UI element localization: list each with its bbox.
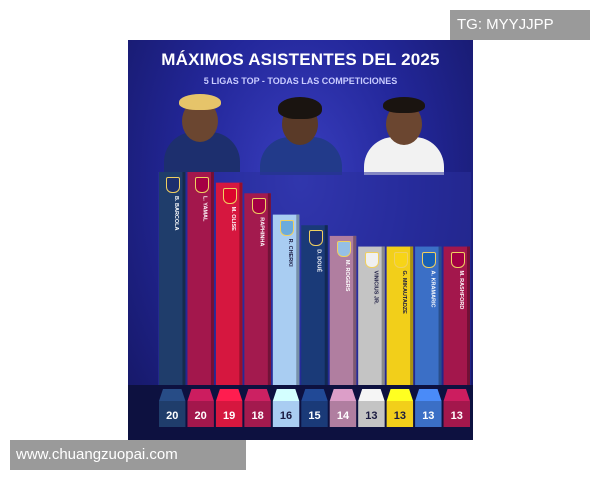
player-name-label: L. YAMAL <box>202 196 208 222</box>
bar <box>301 225 328 385</box>
bar-edge <box>353 235 357 385</box>
value-label: 13 <box>394 410 406 422</box>
bar-edge <box>324 225 328 385</box>
bar-edge <box>296 214 300 385</box>
bar-edge <box>410 246 414 385</box>
player-name-label: M. OLISE <box>230 207 236 231</box>
value-plinth-top <box>443 389 470 401</box>
value-plinth <box>159 401 186 427</box>
value-plinth <box>187 401 214 427</box>
value-plinth-top <box>386 389 414 401</box>
bar <box>329 235 357 385</box>
bar-edge <box>381 246 385 385</box>
value-plinth-top <box>244 389 271 401</box>
value-label: 14 <box>337 410 350 422</box>
chart-title: MÁXIMOS ASISTENTES DEL 2025 <box>161 50 440 69</box>
club-badge-icon <box>251 198 266 215</box>
value-plinth <box>215 401 243 427</box>
club-badge-icon <box>280 219 295 236</box>
value-label: 20 <box>195 410 207 422</box>
club-badge-icon <box>336 240 351 257</box>
bar-edge <box>267 193 271 385</box>
bar <box>244 193 271 385</box>
player-name-label: B. BARCOLA <box>173 196 179 231</box>
value-plinth <box>301 401 328 427</box>
value-label: 19 <box>223 410 235 422</box>
bar <box>443 246 470 385</box>
bar <box>215 182 243 385</box>
player-name-label: G. MIKAUTADZE <box>401 271 407 315</box>
bar-edge <box>438 246 442 385</box>
bar <box>272 214 300 385</box>
bar <box>159 172 186 385</box>
player-photo-center <box>256 95 346 175</box>
value-plinth <box>443 401 470 427</box>
value-plinth-top <box>272 389 300 401</box>
value-plinth <box>272 401 300 427</box>
value-plinth-top <box>415 389 442 401</box>
bar-chart: 20 B. BARCOLA 20 L. YAMAL 19 M. OLISE 18 RAPHIN… <box>158 172 471 427</box>
value-plinth <box>415 401 442 427</box>
chart-poster: MÁXIMOS ASISTENTES DEL 2025 5 LIGAS TOP … <box>128 40 473 440</box>
player-name-label: M. RASHFORD <box>458 271 464 310</box>
player-name-label: M. ROGERS <box>344 260 350 292</box>
bar <box>386 246 414 385</box>
value-plinth <box>329 401 357 427</box>
bar-edge <box>467 246 470 385</box>
player-photo-left <box>156 92 246 172</box>
value-label: 15 <box>308 410 320 422</box>
chart-subtitle: 5 LIGAS TOP - TODAS LAS COMPETICIONES <box>203 76 398 86</box>
watermark-bottom: www.chuangzuopai.com <box>10 440 246 470</box>
player-name-label: A. KRAMARIC <box>429 271 435 308</box>
value-plinth-top <box>215 389 243 401</box>
value-plinth-top <box>358 389 385 401</box>
player-name-label: VINICIUS JR. <box>372 271 378 305</box>
value-label: 13 <box>422 410 434 422</box>
club-badge-icon <box>393 251 408 268</box>
player-name-label: D. DOUÉ <box>316 249 324 272</box>
club-badge-icon <box>308 230 323 247</box>
value-label: 18 <box>251 410 263 422</box>
bar <box>415 246 442 385</box>
value-plinth <box>358 401 385 427</box>
bar <box>187 172 214 385</box>
watermark-top: TG: MYYJJPP <box>450 10 590 40</box>
value-label: 16 <box>280 410 292 422</box>
value-plinth-top <box>301 389 328 401</box>
player-photo-right <box>358 95 448 175</box>
player-name-label: R. CHERKI <box>287 239 293 268</box>
value-label: 20 <box>166 410 178 422</box>
value-plinth <box>386 401 414 427</box>
value-plinth-top <box>187 389 214 401</box>
value-label: 13 <box>451 410 463 422</box>
bar-edge <box>182 172 186 385</box>
bar-edge <box>210 172 214 385</box>
club-badge-icon <box>223 187 238 204</box>
player-name-label: RAPHINHA <box>259 217 265 246</box>
bar <box>358 246 385 385</box>
value-label: 13 <box>365 410 377 422</box>
bar-edge <box>239 182 243 385</box>
club-badge-icon <box>365 251 380 268</box>
value-plinth <box>244 401 271 427</box>
value-plinth-top <box>159 389 186 401</box>
club-badge-icon <box>194 177 209 193</box>
club-badge-icon <box>450 251 465 268</box>
value-plinth-top <box>329 389 357 401</box>
club-badge-icon <box>422 251 437 268</box>
club-badge-icon <box>166 177 181 193</box>
